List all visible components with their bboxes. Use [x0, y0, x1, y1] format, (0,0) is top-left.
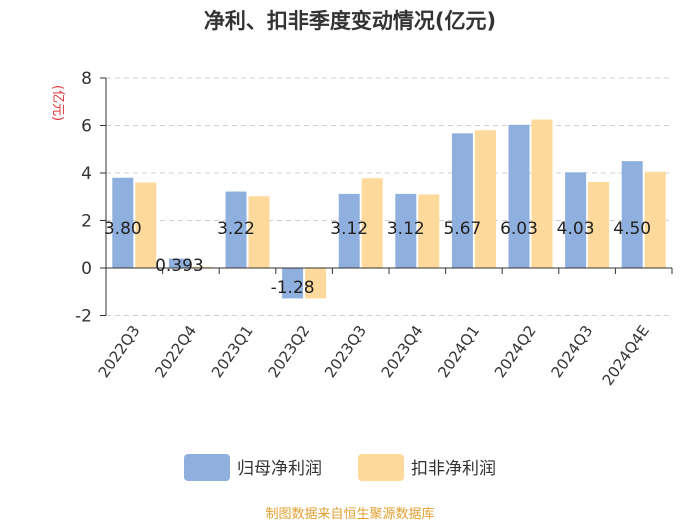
y-tick-label: -2	[75, 307, 92, 327]
data-label-2023Q3: 3.12	[330, 219, 368, 239]
bar-net-profit-2024Q4E[interactable]	[621, 161, 643, 268]
bar-net-profit-2024Q1[interactable]	[451, 133, 473, 268]
data-label-2023Q2: -1.28	[271, 278, 315, 298]
y-tick-label: 0	[81, 259, 92, 279]
data-label-2023Q1: 3.22	[217, 219, 255, 239]
bar-deducted-profit-2023Q1[interactable]	[248, 196, 270, 268]
chart-title: 净利、扣非季度变动情况(亿元)	[204, 9, 496, 33]
data-label-2024Q1: 5.67	[443, 219, 481, 239]
data-labels: 3.80 0.393 3.22 -1.28 3.12 3.12 5.67 6.03 4.03 4.…	[104, 219, 651, 298]
bar-deducted-profit-2022Q3[interactable]	[135, 182, 157, 269]
bar-deducted-profit-2024Q3[interactable]	[588, 182, 610, 268]
y-axis-label: (亿元)	[50, 85, 65, 121]
bar-deducted-profit-2024Q1[interactable]	[474, 130, 496, 268]
data-label-2023Q4: 3.12	[387, 219, 425, 239]
x-tick-label: 2024Q3	[547, 322, 596, 381]
gridlines	[106, 77, 672, 316]
bar-deducted-profit-2022Q4[interactable]	[191, 266, 213, 268]
data-label-2022Q3: 3.80	[104, 219, 142, 239]
x-axis-ticks: 2022Q3 2022Q4 2023Q1 2023Q2 2023Q3 2023Q4 2024…	[95, 268, 673, 389]
x-tick-label: 2023Q1	[208, 322, 257, 381]
data-label-2024Q3: 4.03	[557, 219, 595, 239]
x-tick-label: 2023Q2	[264, 322, 313, 381]
bar-net-profit-2023Q3[interactable]	[338, 193, 360, 268]
bar-net-profit-2023Q1[interactable]	[225, 191, 247, 268]
x-tick-label: 2024Q1	[434, 322, 483, 381]
x-tick-label: 2024Q4E	[599, 322, 653, 389]
x-tick-label: 2023Q3	[321, 322, 370, 381]
y-tick-label: 4	[81, 164, 92, 184]
bar-deducted-profit-2023Q3[interactable]	[361, 178, 383, 268]
legend-swatch-net-profit[interactable]	[184, 454, 230, 481]
bar-net-profit-2022Q3[interactable]	[112, 177, 134, 268]
bar-deducted-profit-2023Q4[interactable]	[418, 194, 440, 268]
bar-deducted-profit-2024Q4E[interactable]	[644, 171, 666, 268]
x-tick-label: 2023Q4	[378, 322, 427, 381]
legend-label-deducted-profit[interactable]: 扣非净利润	[411, 459, 496, 479]
data-label-2022Q4: 0.393	[155, 256, 204, 276]
y-axis-ticks: -2 0 2 4 6 8	[75, 69, 106, 327]
bar-deducted-profit-2023Q2[interactable]	[305, 268, 327, 299]
bar-net-profit-2022Q4[interactable]	[168, 258, 190, 268]
x-tick-label: 2022Q3	[95, 322, 144, 381]
data-label-2024Q4E: 4.50	[613, 219, 651, 239]
legend-swatch-deducted-profit[interactable]	[358, 454, 404, 481]
legend-label-net-profit[interactable]: 归母净利润	[237, 459, 322, 479]
bars	[112, 119, 666, 299]
x-tick-label: 2022Q4	[151, 322, 200, 381]
bar-net-profit-2024Q2[interactable]	[508, 124, 530, 268]
y-tick-label: 2	[81, 212, 92, 232]
bar-net-profit-2023Q2[interactable]	[282, 268, 304, 299]
data-label-2024Q2: 6.03	[500, 219, 538, 239]
source-note: 制图数据来自恒生聚源数据库	[265, 506, 434, 522]
bar-net-profit-2023Q4[interactable]	[395, 193, 417, 268]
y-tick-label: 8	[81, 69, 92, 89]
bar-net-profit-2024Q3[interactable]	[565, 172, 587, 268]
legend: 归母净利润 扣非净利润	[184, 454, 496, 481]
bar-deducted-profit-2024Q2[interactable]	[531, 119, 553, 268]
x-tick-label: 2024Q2	[491, 322, 540, 381]
y-tick-label: 6	[81, 117, 92, 137]
